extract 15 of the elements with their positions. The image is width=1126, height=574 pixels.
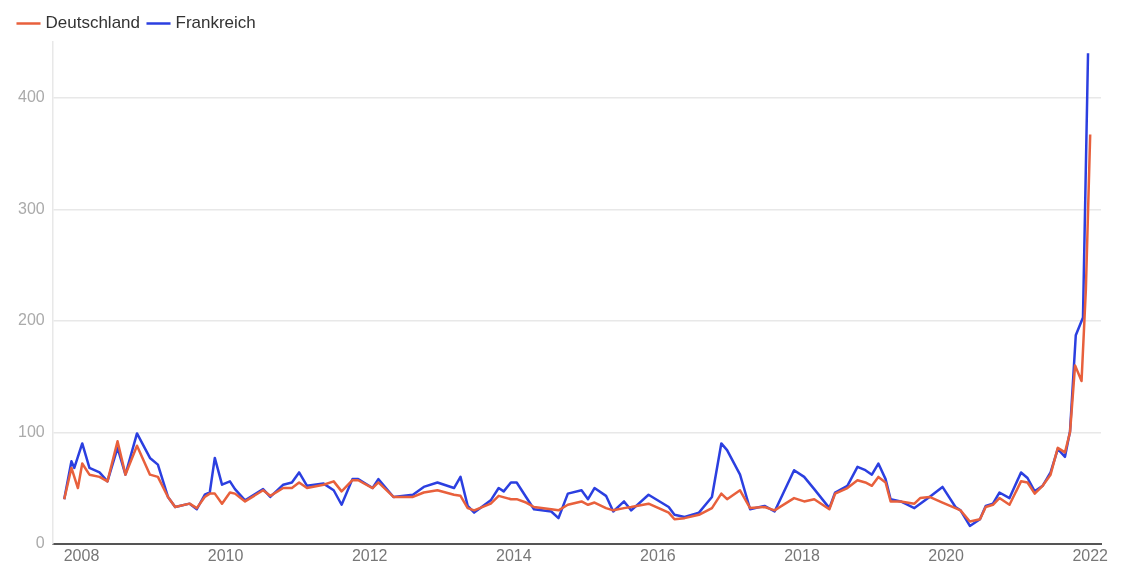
y-tick-label: 400 — [17, 88, 45, 106]
x-tick-label: 2020 — [928, 546, 964, 564]
y-tick-label: 300 — [17, 199, 45, 217]
x-tick-label: 2014 — [496, 546, 532, 564]
y-tick-label: 200 — [17, 311, 45, 329]
x-tick-label: 2018 — [784, 546, 820, 564]
y-tick-label: 100 — [17, 422, 45, 440]
x-tick-label: 2022 — [1072, 546, 1109, 564]
y-tick-label: 0 — [35, 534, 45, 552]
legend-label: Frankreich — [175, 13, 256, 33]
x-tick-label: 2012 — [351, 546, 388, 564]
x-tick-label: 2010 — [207, 546, 244, 564]
legend-label: Deutschland — [45, 13, 141, 33]
x-tick-label: 2008 — [63, 546, 100, 564]
x-tick-label: 2016 — [640, 546, 676, 564]
